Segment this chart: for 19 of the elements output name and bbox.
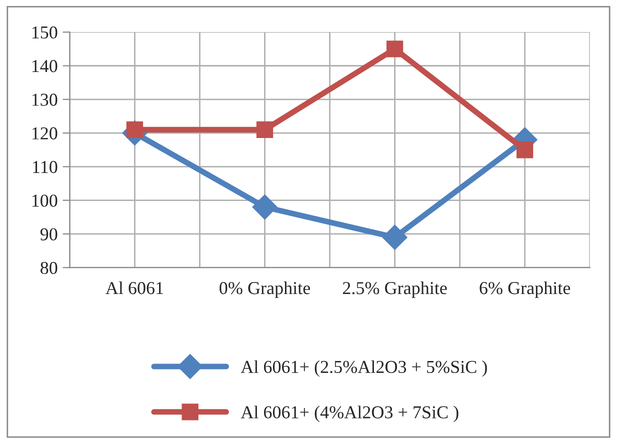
legend-label: Al 6061+ (4%Al2O3 + 7SiC ): [240, 406, 458, 422]
point: [252, 194, 278, 220]
x-tick-label: 6% Graphite: [480, 281, 570, 298]
y-tick-label: 90: [40, 228, 58, 240]
x-tick-label: Al 6061: [106, 281, 163, 294]
y-tick-label: 110: [33, 160, 58, 174]
point: [516, 142, 534, 158]
y-tick-label: 130: [32, 94, 58, 106]
y-tick-label: 100: [32, 194, 58, 207]
x-tick-label: 0% Graphite: [220, 281, 310, 298]
y-tick-label: 80: [40, 262, 58, 274]
x-tick-label: 2.5% Graphite: [342, 281, 447, 298]
y-tick-label: 120: [32, 127, 58, 140]
y-tick-label: 150: [32, 26, 58, 39]
legend-label: Al 6061+ (2.5%Al2O3 + 5%SiC ): [240, 360, 487, 377]
point: [386, 40, 404, 58]
y-tick-label: 140: [32, 60, 58, 72]
point: [256, 121, 274, 138]
point: [382, 224, 408, 250]
